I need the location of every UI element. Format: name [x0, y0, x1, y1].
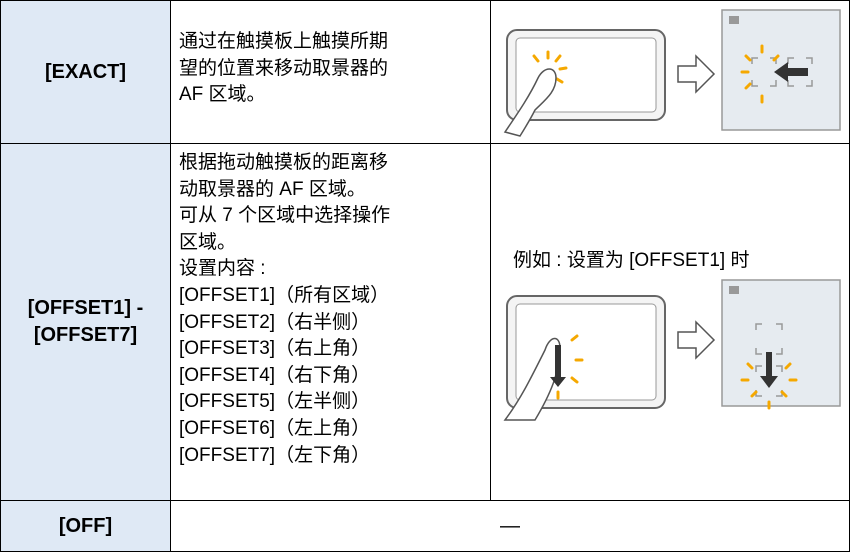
text-line: 望的位置来移动取景器的 — [179, 57, 389, 79]
row-label-cell: [OFFSET1] - [OFFSET7] — [0, 143, 171, 501]
row-label: [EXACT] — [44, 60, 127, 83]
text-line: 可从 7 个区域中选择操作 — [179, 205, 391, 227]
text-line: AF 区域。 — [179, 84, 266, 106]
text-line: 设置内容 : — [179, 258, 266, 280]
text-line: 区域。 — [179, 231, 237, 253]
text-line: [OFFSET3]（右上角） — [179, 338, 371, 360]
illustration-cell — [490, 143, 850, 501]
text-line: 根据拖动触摸板的距离移 — [179, 152, 389, 173]
text-line: 动取景器的 AF 区域。 — [179, 178, 366, 200]
description-cell: 通过在触摸板上触摸所期 望的位置来移动取景器的 AF 区域。 — [170, 0, 491, 144]
caption: 例如 : 设置为 [OFFSET1] 时 — [513, 250, 750, 271]
text-line: [OFFSET1]（所有区域） — [179, 284, 390, 306]
description-cell: 根据拖动触摸板的距离移 动取景器的 AF 区域。 可从 7 个区域中选择操作 区… — [170, 143, 491, 501]
text-line: — — [500, 514, 520, 537]
text-line: [OFFSET5]（左半侧） — [179, 391, 371, 413]
row-label: [OFF] — [58, 514, 113, 537]
illustration-cell — [490, 0, 850, 144]
text-line: 通过在触摸板上触摸所期 — [179, 31, 389, 52]
text-line: [OFFSET6]（左上角） — [179, 417, 371, 439]
row-label: [OFFSET7] — [33, 324, 138, 346]
text-line: [OFFSET7]（左下角） — [179, 444, 371, 466]
text-line: [OFFSET4]（右下角） — [179, 364, 371, 386]
row-label-cell: [OFF] — [0, 500, 171, 552]
row-label-cell: [EXACT] — [0, 0, 171, 144]
row-label: [OFFSET1] - — [27, 297, 144, 319]
description-cell: — — [170, 500, 850, 552]
text-line: [OFFSET2]（右半侧） — [179, 311, 371, 333]
